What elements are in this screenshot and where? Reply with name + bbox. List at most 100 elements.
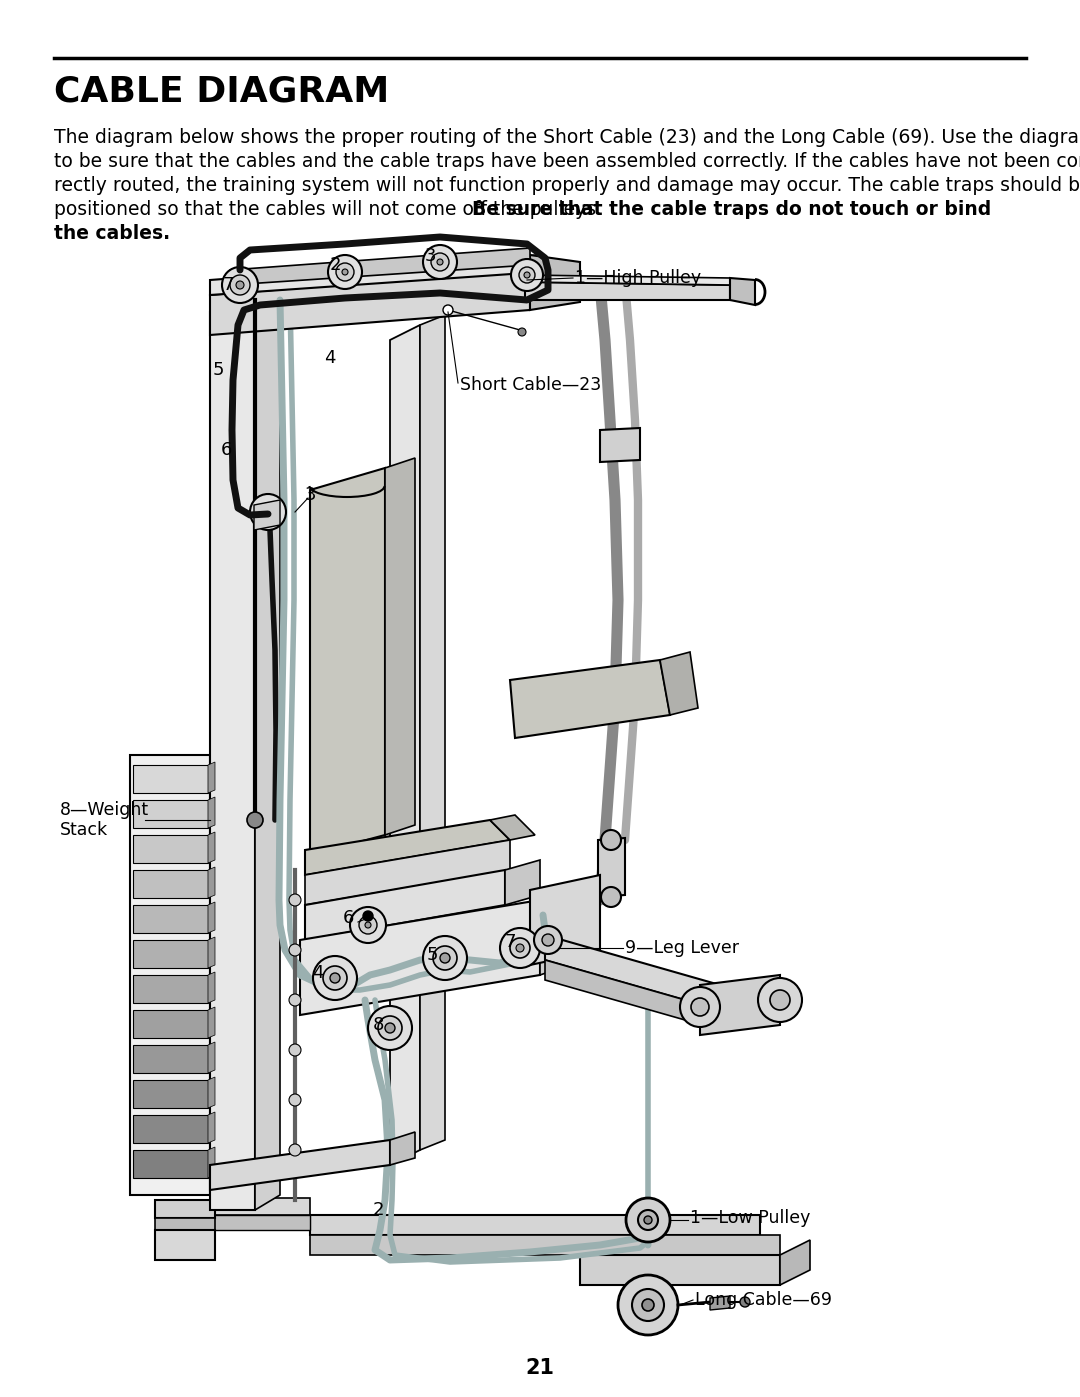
Text: to be sure that the cables and the cable traps have been assembled correctly. If: to be sure that the cables and the cable… [54, 152, 1080, 170]
Circle shape [600, 830, 621, 849]
Polygon shape [208, 972, 215, 1003]
Text: Long Cable—69: Long Cable—69 [696, 1291, 832, 1309]
Polygon shape [208, 1112, 215, 1143]
Text: 9—Leg Lever: 9—Leg Lever [625, 939, 739, 957]
Text: 8: 8 [373, 1016, 383, 1034]
Circle shape [289, 995, 301, 1006]
Circle shape [740, 1296, 750, 1308]
Circle shape [626, 1199, 670, 1242]
Text: 1—Low Pulley: 1—Low Pulley [690, 1208, 810, 1227]
Polygon shape [580, 1255, 780, 1285]
Polygon shape [208, 761, 215, 793]
Circle shape [384, 1023, 395, 1032]
Polygon shape [530, 256, 580, 310]
Circle shape [443, 305, 453, 314]
Circle shape [511, 258, 543, 291]
Circle shape [222, 267, 258, 303]
Polygon shape [133, 1080, 208, 1108]
Circle shape [680, 988, 720, 1027]
Polygon shape [230, 249, 530, 285]
Polygon shape [600, 427, 640, 462]
Text: 2: 2 [373, 1201, 383, 1220]
Text: 8—Weight: 8—Weight [60, 800, 149, 819]
Text: 5: 5 [213, 360, 224, 379]
Text: 6: 6 [220, 441, 232, 460]
Circle shape [632, 1289, 664, 1322]
Circle shape [644, 1215, 652, 1224]
Text: 4: 4 [324, 349, 336, 367]
Circle shape [437, 258, 443, 265]
Polygon shape [210, 270, 530, 335]
Polygon shape [210, 1215, 310, 1229]
Text: 3: 3 [305, 486, 315, 504]
Polygon shape [156, 1200, 215, 1218]
Polygon shape [525, 282, 730, 300]
Circle shape [323, 965, 347, 990]
Text: Stack: Stack [60, 821, 108, 840]
Circle shape [289, 894, 301, 907]
Polygon shape [540, 888, 575, 975]
Polygon shape [254, 500, 280, 529]
Text: 7: 7 [222, 277, 233, 293]
Text: 4: 4 [312, 964, 324, 982]
Circle shape [365, 922, 372, 928]
Polygon shape [310, 1215, 760, 1235]
Text: 2: 2 [329, 256, 341, 274]
Polygon shape [545, 935, 720, 1010]
Polygon shape [208, 902, 215, 933]
Text: the cables.: the cables. [54, 224, 171, 243]
Circle shape [431, 253, 449, 271]
Polygon shape [133, 1115, 208, 1143]
Polygon shape [660, 652, 698, 715]
Circle shape [618, 1275, 678, 1336]
Text: Be sure that the cable traps do not touch or bind: Be sure that the cable traps do not touc… [472, 200, 991, 219]
Circle shape [770, 990, 789, 1010]
Polygon shape [133, 870, 208, 898]
Circle shape [247, 812, 264, 828]
Polygon shape [133, 940, 208, 968]
Circle shape [289, 1044, 301, 1056]
Circle shape [359, 916, 377, 935]
Polygon shape [210, 312, 255, 1210]
Circle shape [423, 244, 457, 279]
Polygon shape [310, 468, 384, 855]
Circle shape [342, 270, 348, 275]
Circle shape [691, 997, 708, 1016]
Polygon shape [710, 1296, 730, 1310]
Polygon shape [255, 295, 280, 1210]
Text: 1—High Pulley: 1—High Pulley [575, 270, 701, 286]
Polygon shape [208, 1077, 215, 1108]
Polygon shape [490, 814, 535, 840]
Polygon shape [420, 314, 445, 1150]
Text: 5: 5 [427, 946, 437, 964]
Circle shape [336, 263, 354, 281]
Polygon shape [384, 458, 415, 835]
Circle shape [289, 944, 301, 956]
Polygon shape [133, 800, 208, 828]
Circle shape [510, 937, 530, 958]
Polygon shape [210, 256, 540, 295]
Circle shape [642, 1299, 654, 1310]
Polygon shape [310, 1235, 780, 1255]
Polygon shape [208, 833, 215, 863]
Polygon shape [505, 861, 540, 905]
Polygon shape [133, 905, 208, 933]
Polygon shape [525, 275, 730, 285]
Circle shape [518, 328, 526, 337]
Polygon shape [156, 1229, 215, 1260]
Circle shape [433, 946, 457, 970]
Circle shape [500, 928, 540, 968]
Text: 21: 21 [526, 1358, 554, 1377]
Polygon shape [130, 754, 210, 1194]
Circle shape [368, 1006, 411, 1051]
Polygon shape [210, 295, 280, 326]
Text: 6: 6 [342, 909, 353, 928]
Circle shape [534, 926, 562, 954]
Circle shape [519, 267, 535, 284]
Polygon shape [208, 868, 215, 898]
Circle shape [237, 281, 244, 289]
Polygon shape [133, 1010, 208, 1038]
Polygon shape [133, 835, 208, 863]
Polygon shape [208, 937, 215, 968]
Bar [258, 500, 278, 504]
